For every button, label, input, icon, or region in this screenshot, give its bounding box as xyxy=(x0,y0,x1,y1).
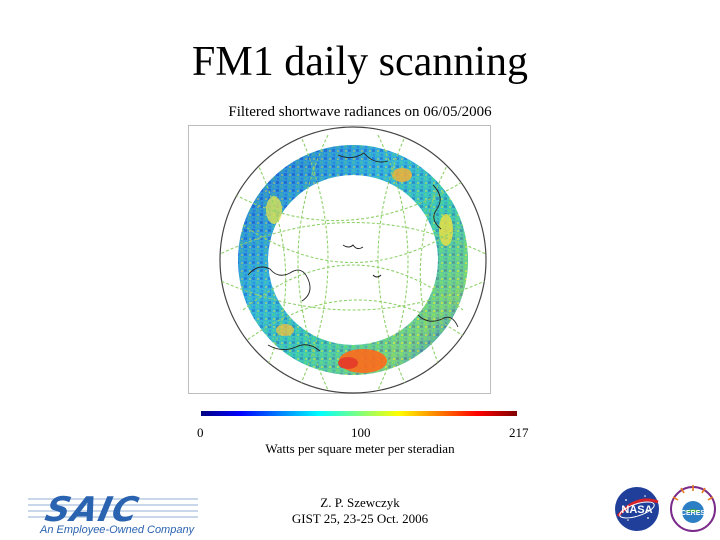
colorbar-units: Watts per square meter per steradian xyxy=(265,441,455,456)
scan-tracks xyxy=(220,129,486,391)
saic-tagline: An Employee-Owned Company xyxy=(40,524,195,536)
saic-stripes-icon xyxy=(28,498,198,518)
nasa-logo: NASA xyxy=(615,487,659,531)
saic-logo: SAIC An Employee-Owned Company xyxy=(28,490,208,540)
ceres-logo: CERES xyxy=(670,485,716,532)
polar-map xyxy=(188,125,518,395)
high-radiance-patch xyxy=(392,168,412,182)
colorbar-min-label: 0 xyxy=(197,425,204,440)
event-credit: GIST 25, 23-25 Oct. 2006 xyxy=(291,511,429,526)
colorbar-mid-label: 100 xyxy=(351,425,371,440)
nasa-wordmark: NASA xyxy=(621,504,652,516)
plot-frame xyxy=(188,125,491,394)
slide-title: FM1 daily scanning xyxy=(192,39,528,85)
figure-title: Filtered shortwave radiances on 06/05/20… xyxy=(228,104,492,120)
saic-wordmark: SAIC xyxy=(41,490,143,530)
high-radiance-patch xyxy=(266,196,282,224)
ceres-wordmark: CERES xyxy=(681,510,705,517)
high-radiance-patch xyxy=(439,214,453,246)
author-credit: Z. P. Szewczyk xyxy=(320,495,400,510)
high-radiance-patch xyxy=(276,324,294,336)
colorbar xyxy=(201,411,517,416)
high-radiance-patch xyxy=(338,357,358,369)
polar-map-svg xyxy=(188,125,491,394)
colorbar-max-label: 217 xyxy=(509,425,529,440)
coastlines xyxy=(247,152,459,352)
